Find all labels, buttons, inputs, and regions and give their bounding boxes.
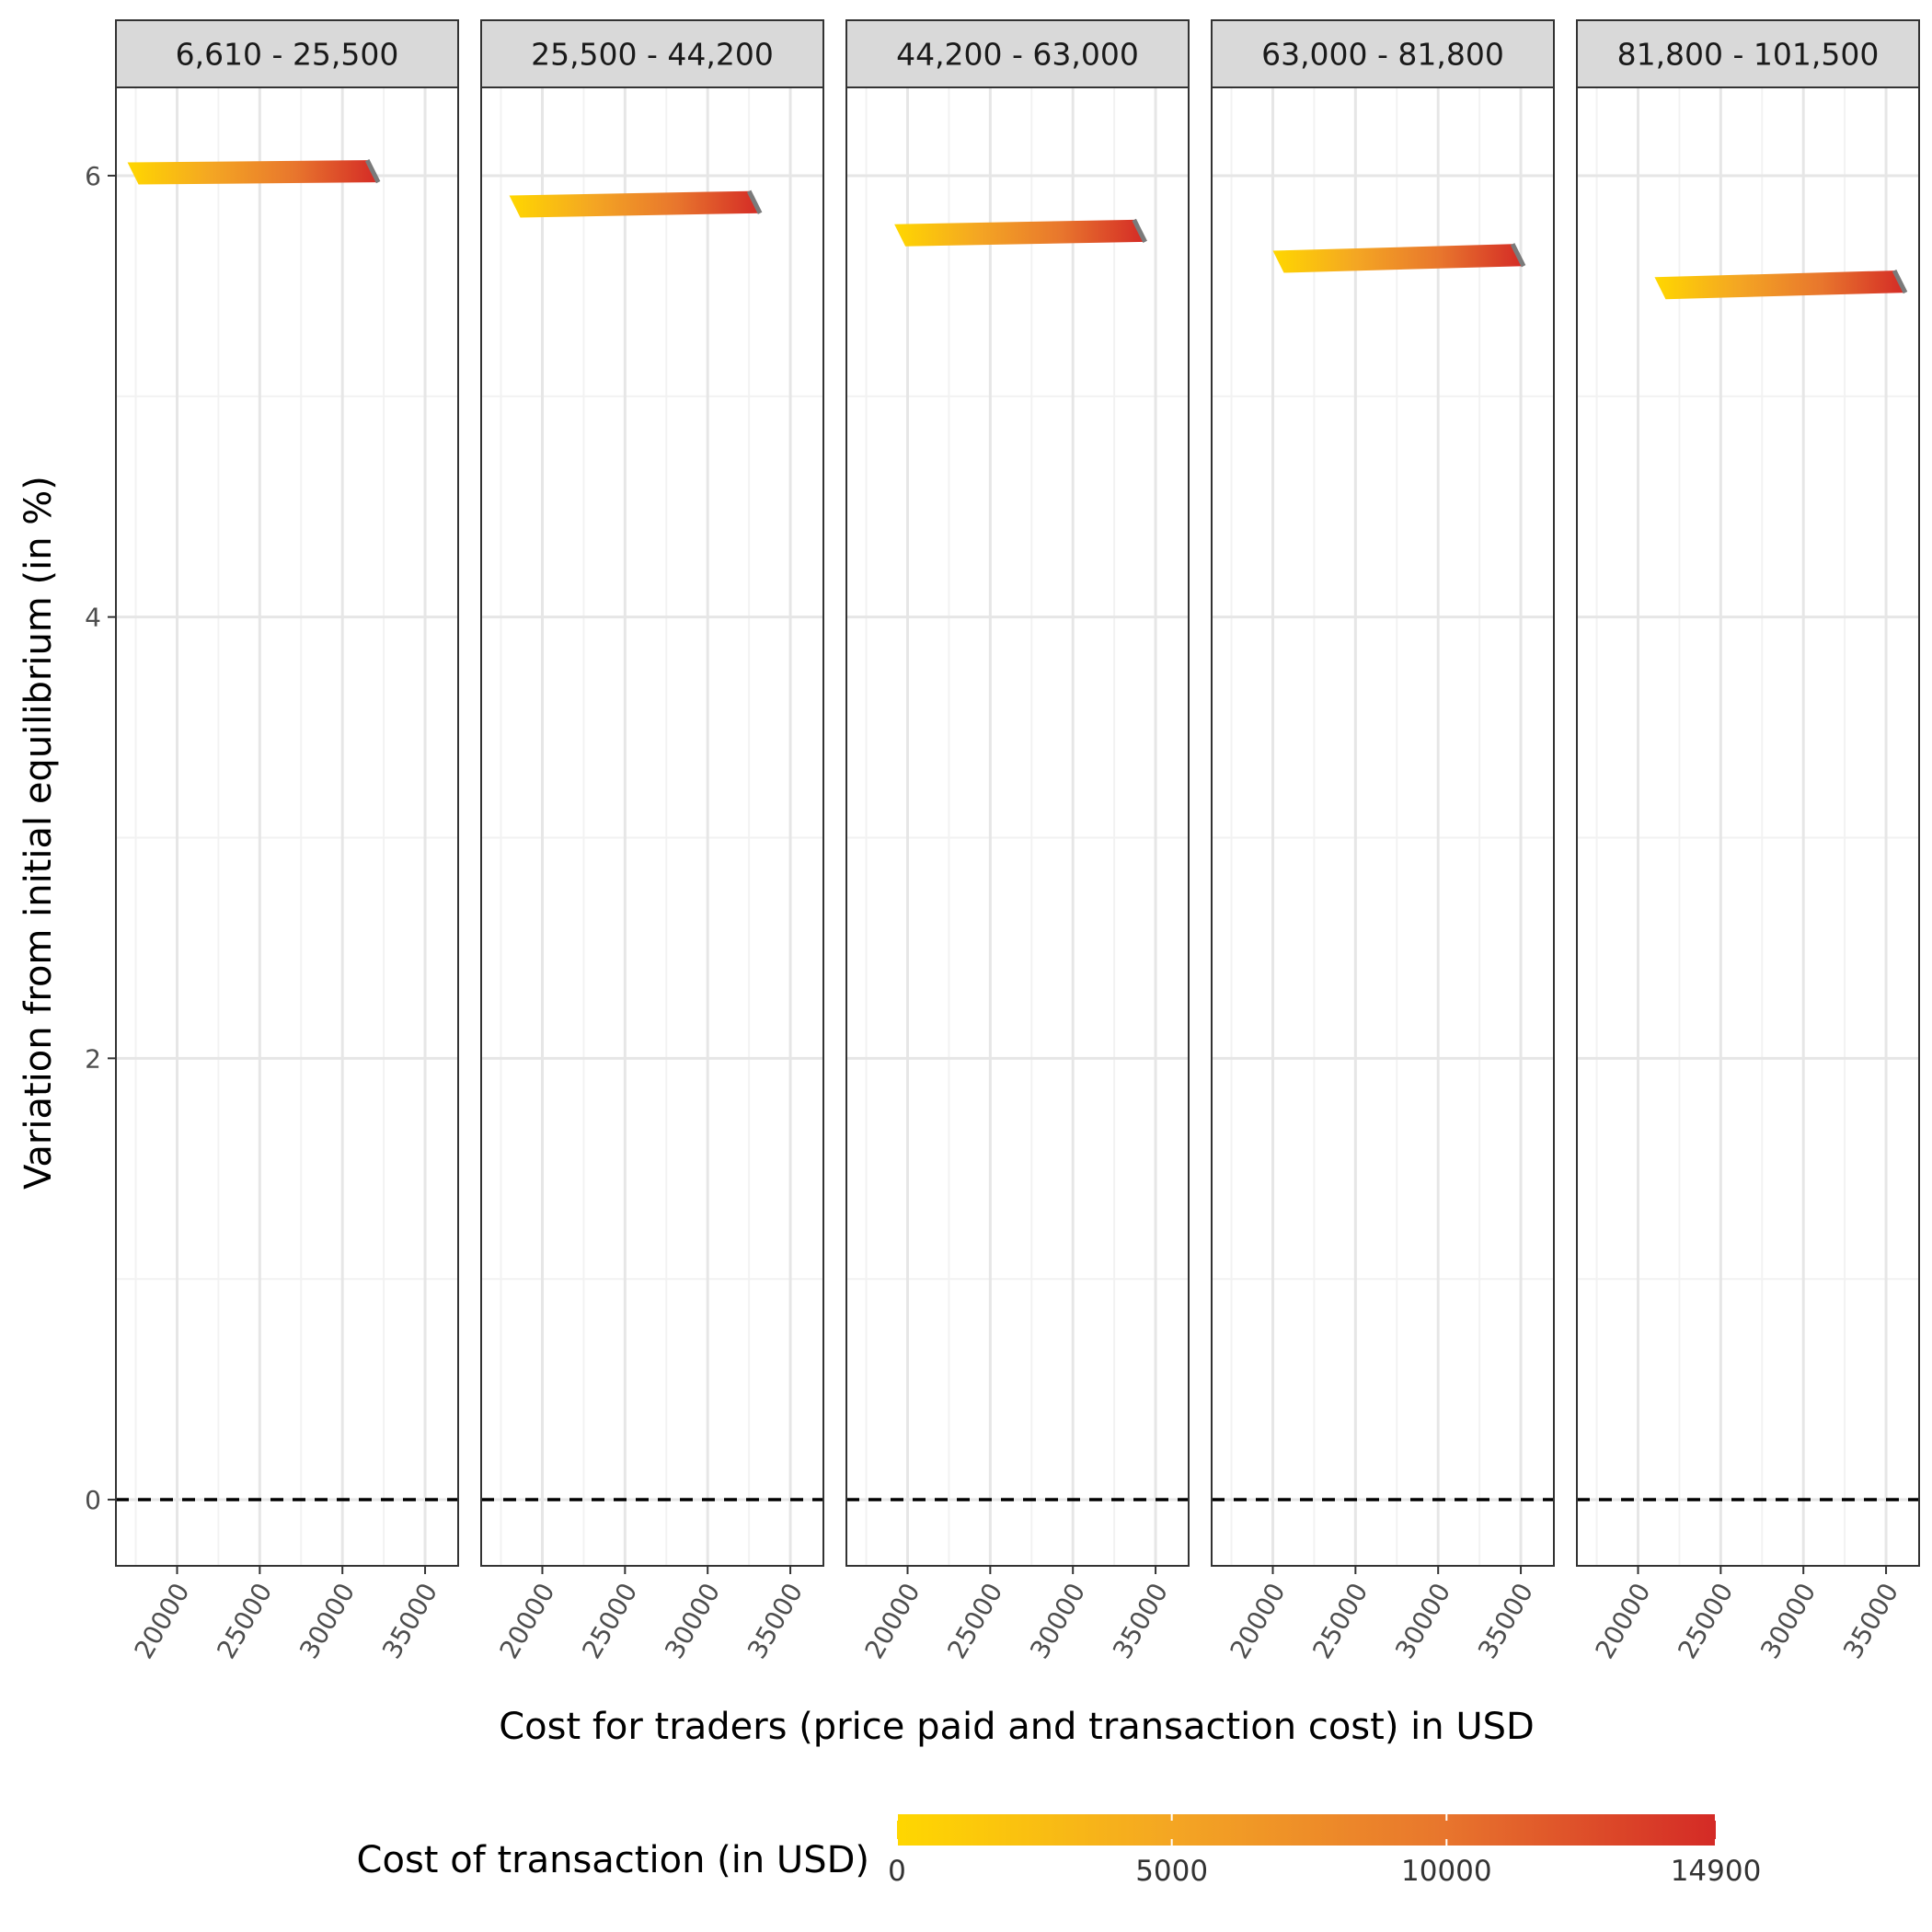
x-tick-label: 20000: [128, 1578, 195, 1664]
x-tick-label: 25000: [576, 1578, 643, 1664]
series-band-edge: [746, 190, 763, 214]
facet-panel: 25,500 - 44,200 20000 25000 30000 35000: [480, 19, 824, 1664]
facet-strip: [845, 19, 1190, 88]
series-band: [127, 160, 379, 185]
x-tick-label: 25000: [1672, 1578, 1739, 1664]
facet-strip-label: 63,000 - 81,800: [1261, 37, 1504, 73]
x-tick-label: 30000: [293, 1578, 361, 1664]
x-tick-label: 25000: [211, 1578, 278, 1664]
y-axis-title: Variation from initial equilibrium (in %…: [17, 476, 60, 1190]
facet-strip: [1576, 19, 1920, 88]
panel-background: [846, 87, 1189, 1566]
x-tick-label: 20000: [858, 1578, 926, 1664]
panel-background: [481, 87, 823, 1566]
series-band: [1272, 244, 1524, 273]
facet-panel: 63,000 - 81,800 20000 25000 30000 35000: [1211, 19, 1555, 1664]
x-tick-label: 35000: [1472, 1578, 1539, 1664]
legend: Cost of transaction (in USD) 0 5000 10000 1…: [357, 1814, 1761, 1888]
series-band-edge: [1510, 243, 1526, 268]
x-tick-label: 35000: [742, 1578, 809, 1664]
x-axis-title: Cost for traders (price paid and transac…: [499, 1706, 1535, 1748]
y-tick-label: 4: [85, 603, 101, 633]
facet-panel: 81,800 - 101,500 20000 25000 30000 35000: [1576, 19, 1920, 1664]
legend-tick-label: 0: [888, 1855, 906, 1888]
y-tick-label: 0: [85, 1485, 101, 1515]
x-tick-label: 25000: [1306, 1578, 1374, 1664]
facet-strip-label: 44,200 - 63,000: [896, 37, 1139, 73]
series-band-edge: [1892, 269, 1908, 294]
panel-background: [1577, 87, 1919, 1566]
legend-tick-label: 10000: [1401, 1855, 1492, 1888]
x-tick-label: 30000: [659, 1578, 726, 1664]
x-tick-label: 35000: [376, 1578, 443, 1664]
facet-strip-label: 6,610 - 25,500: [176, 37, 399, 73]
facet-strip-label: 81,800 - 101,500: [1617, 37, 1880, 73]
y-tick-label: 2: [85, 1043, 101, 1074]
panel-background: [1212, 87, 1554, 1566]
x-tick-label: 25000: [941, 1578, 1008, 1664]
legend-title: Cost of transaction (in USD): [357, 1839, 869, 1881]
series-band-edge: [1132, 218, 1147, 244]
facet-strip: [480, 19, 824, 88]
legend-tick-label: 14900: [1671, 1855, 1762, 1888]
facet-panel: 6,610 - 25,500 20000 25000 30000 35000: [115, 19, 459, 1664]
series-band: [894, 219, 1145, 247]
series-band-edge: [364, 159, 381, 184]
x-tick-label: 30000: [1754, 1578, 1822, 1664]
legend-tick-label: 5000: [1135, 1855, 1208, 1888]
series-band: [509, 190, 761, 218]
x-tick-label: 35000: [1107, 1578, 1174, 1664]
series-band: [1654, 270, 1906, 300]
legend-gradient: [897, 1814, 1716, 1846]
x-tick-label: 20000: [1589, 1578, 1656, 1664]
x-tick-label: 20000: [493, 1578, 560, 1664]
y-axis: 0 2 4 6: [85, 161, 116, 1515]
y-tick-label: 6: [85, 161, 101, 191]
x-tick-label: 30000: [1024, 1578, 1091, 1664]
x-tick-label: 35000: [1837, 1578, 1904, 1664]
facet-strip: [115, 19, 459, 88]
legend-colorbar: 0 5000 10000 14900: [888, 1814, 1761, 1888]
facet-panel: 44,200 - 63,000 20000 25000 30000 35000: [845, 19, 1190, 1664]
facet-strip: [1211, 19, 1555, 88]
x-tick-label: 30000: [1389, 1578, 1456, 1664]
x-tick-label: 20000: [1224, 1578, 1291, 1664]
panel-background: [116, 87, 458, 1566]
facet-strip-label: 25,500 - 44,200: [531, 37, 774, 73]
